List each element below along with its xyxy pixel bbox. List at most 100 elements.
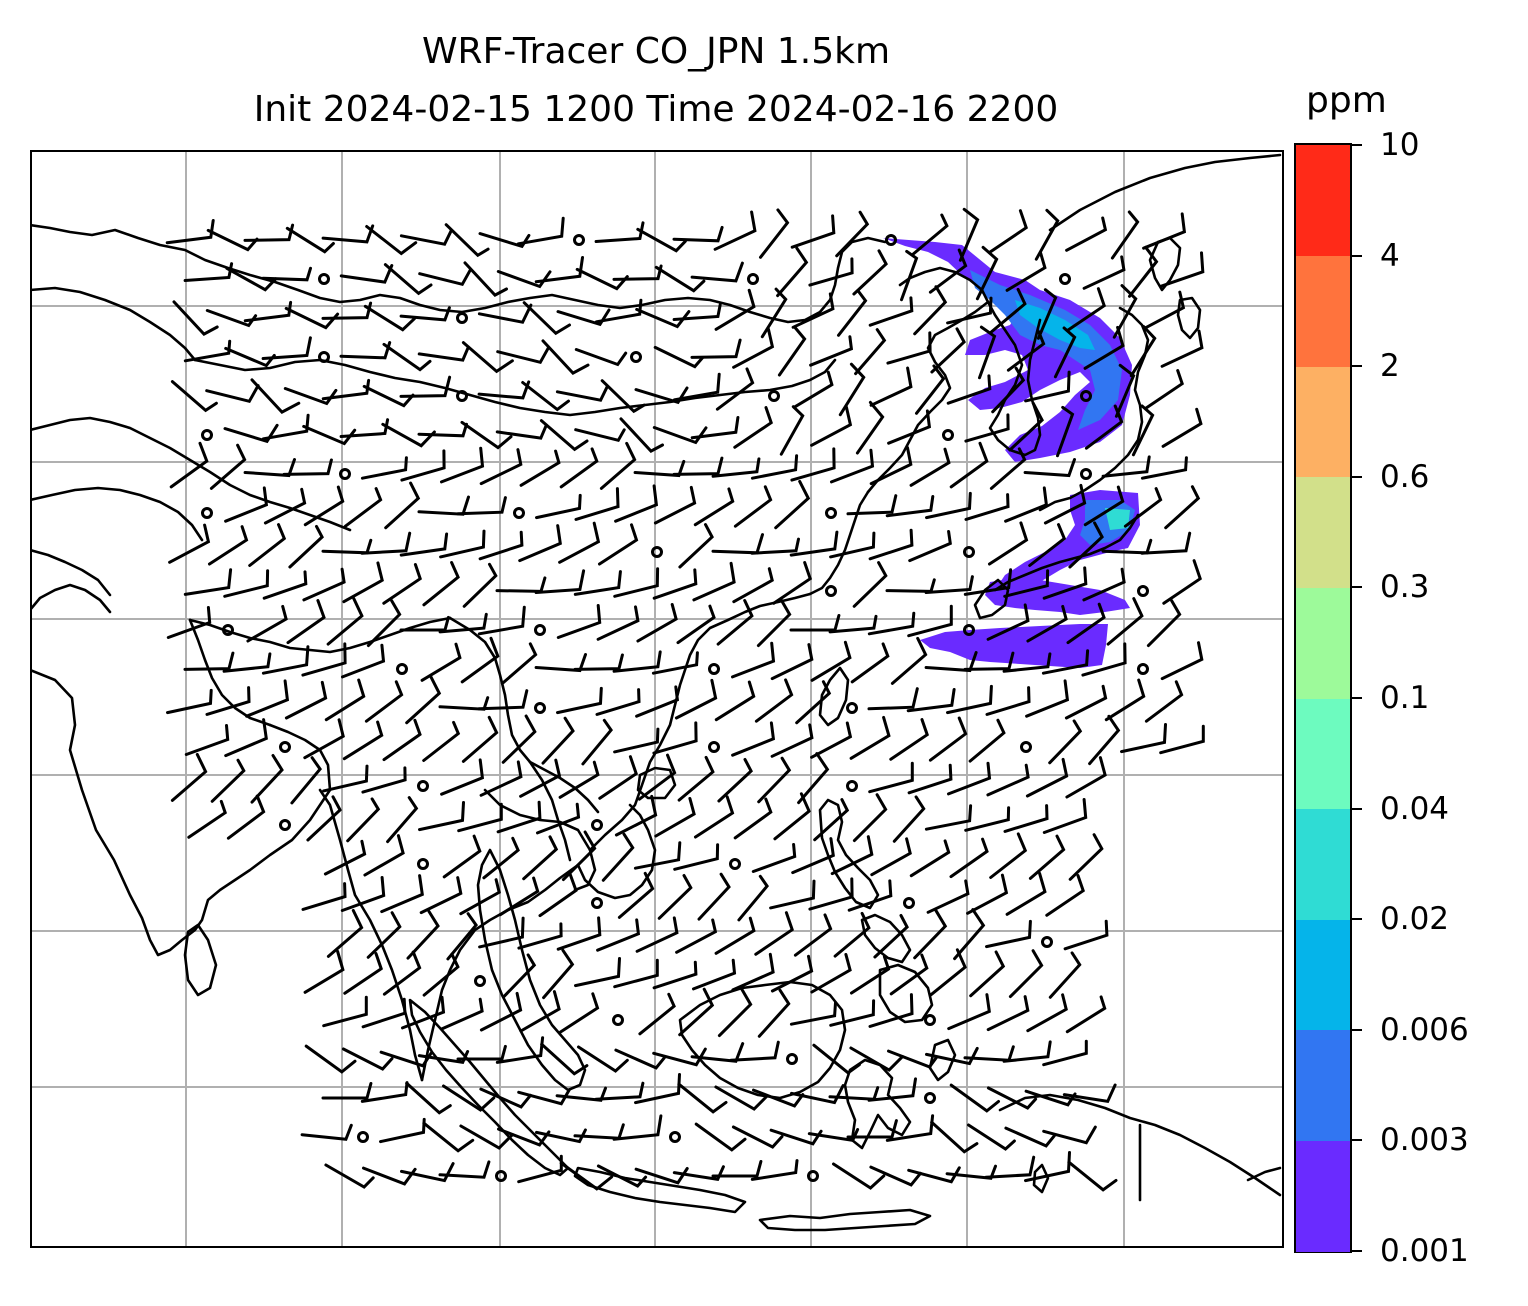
calm-marker bbox=[222, 624, 234, 636]
wind-barb bbox=[482, 836, 520, 880]
wind-barb bbox=[205, 384, 260, 404]
wind-barb bbox=[302, 567, 346, 602]
wind-barb bbox=[339, 341, 392, 360]
laos-vietnam-border bbox=[528, 760, 572, 862]
colorbar-segment bbox=[1296, 366, 1350, 478]
wind-barb bbox=[946, 684, 993, 715]
wind-barb bbox=[598, 523, 639, 566]
wind-barb bbox=[541, 716, 575, 765]
wind-barb bbox=[286, 599, 326, 645]
wind-barb bbox=[613, 567, 660, 598]
wind-barb bbox=[837, 289, 868, 337]
map-title-line2: Init 2024-02-15 1200 Time 2024-02-16 220… bbox=[253, 89, 1059, 130]
wind-barb bbox=[477, 303, 533, 324]
calm-marker bbox=[729, 858, 741, 870]
wind-barb bbox=[339, 264, 394, 284]
calm-marker bbox=[279, 819, 291, 831]
wind-barb bbox=[495, 576, 547, 593]
wind-barb bbox=[885, 495, 935, 518]
calm-marker bbox=[474, 975, 486, 987]
wind-barb bbox=[1114, 363, 1136, 418]
wind-barb bbox=[838, 362, 866, 417]
wind-barb bbox=[835, 210, 870, 258]
calm-marker bbox=[318, 273, 330, 285]
wind-barb bbox=[573, 1123, 625, 1140]
wind-barb bbox=[172, 300, 219, 336]
wind-barb bbox=[986, 603, 1030, 641]
wind-barb bbox=[263, 487, 307, 525]
wind-barb bbox=[789, 614, 841, 632]
wind-barb bbox=[250, 378, 301, 414]
wind-barb bbox=[1068, 521, 1104, 569]
wind-barb bbox=[522, 301, 571, 336]
wind-barb bbox=[500, 642, 538, 685]
wind-barb bbox=[496, 346, 550, 365]
wind-barb bbox=[732, 567, 774, 604]
wind-barb bbox=[830, 835, 874, 876]
calm-marker bbox=[357, 1131, 369, 1143]
colorbar-tick-label: 0.001 bbox=[1380, 1233, 1469, 1269]
calm-marker bbox=[201, 429, 213, 441]
lesser-sunda bbox=[758, 1208, 932, 1232]
wind-barb bbox=[913, 285, 948, 336]
wind-barb bbox=[777, 326, 807, 377]
wind-barb bbox=[774, 479, 811, 530]
wind-barb bbox=[440, 758, 485, 796]
wind-barb bbox=[596, 1164, 648, 1188]
wind-barb bbox=[380, 874, 424, 914]
wind-barb bbox=[422, 561, 460, 607]
wind-barb bbox=[594, 298, 643, 324]
wind-barb bbox=[1101, 455, 1151, 478]
wind-barb bbox=[363, 304, 416, 332]
wind-barb bbox=[751, 843, 797, 873]
wind-barb bbox=[690, 338, 742, 359]
wind-barb bbox=[422, 952, 460, 997]
hainan bbox=[636, 766, 677, 800]
wind-barb bbox=[324, 678, 366, 722]
wind-barb bbox=[399, 306, 451, 322]
wind-barb bbox=[714, 680, 756, 722]
wind-barb bbox=[1084, 404, 1124, 450]
wind-barb bbox=[678, 523, 714, 569]
wind-barb bbox=[694, 795, 735, 839]
wind-barb bbox=[417, 1050, 470, 1065]
wind-barb bbox=[946, 296, 993, 325]
wind-barb bbox=[561, 830, 597, 882]
sea-of-okhotsk-coast bbox=[1048, 153, 1282, 232]
wind-barb bbox=[456, 1044, 507, 1061]
wind-barb bbox=[477, 605, 526, 636]
wind-barb bbox=[614, 794, 658, 837]
wind-barb bbox=[324, 1163, 375, 1189]
colorbar-tick bbox=[1352, 1250, 1362, 1252]
wind-barb bbox=[852, 561, 888, 608]
calm-marker bbox=[924, 1092, 936, 1104]
wind-barb bbox=[868, 528, 914, 561]
wind-barb bbox=[1164, 485, 1201, 530]
wind-barb bbox=[1026, 604, 1068, 643]
wind-barb bbox=[261, 336, 312, 360]
wind-barb bbox=[459, 1124, 514, 1150]
wind-barb bbox=[1066, 602, 1106, 645]
wind-barb bbox=[986, 1086, 1038, 1110]
wind-barb bbox=[1161, 407, 1203, 448]
wind-barb bbox=[444, 223, 490, 258]
wind-barb bbox=[1128, 245, 1159, 298]
wind-barb bbox=[342, 720, 384, 761]
wind-barb bbox=[907, 1166, 961, 1184]
wind-barb bbox=[594, 221, 645, 243]
wind-barb bbox=[930, 327, 966, 374]
wind-barb bbox=[521, 381, 570, 412]
wind-barb bbox=[418, 268, 472, 287]
wind-barb bbox=[534, 569, 586, 594]
wind-barb bbox=[1068, 833, 1104, 881]
wind-barb bbox=[887, 409, 932, 445]
wind-barb bbox=[1123, 487, 1163, 528]
kyushu bbox=[973, 578, 1010, 620]
wind-barb bbox=[574, 957, 621, 988]
wind-barb bbox=[678, 987, 715, 1037]
map-title-line1: WRF-Tracer CO_JPN 1.5km bbox=[421, 31, 891, 72]
wind-barb bbox=[400, 1162, 455, 1183]
wind-barb bbox=[246, 604, 288, 643]
wind-barb bbox=[381, 422, 436, 448]
wind-barb bbox=[223, 423, 279, 444]
